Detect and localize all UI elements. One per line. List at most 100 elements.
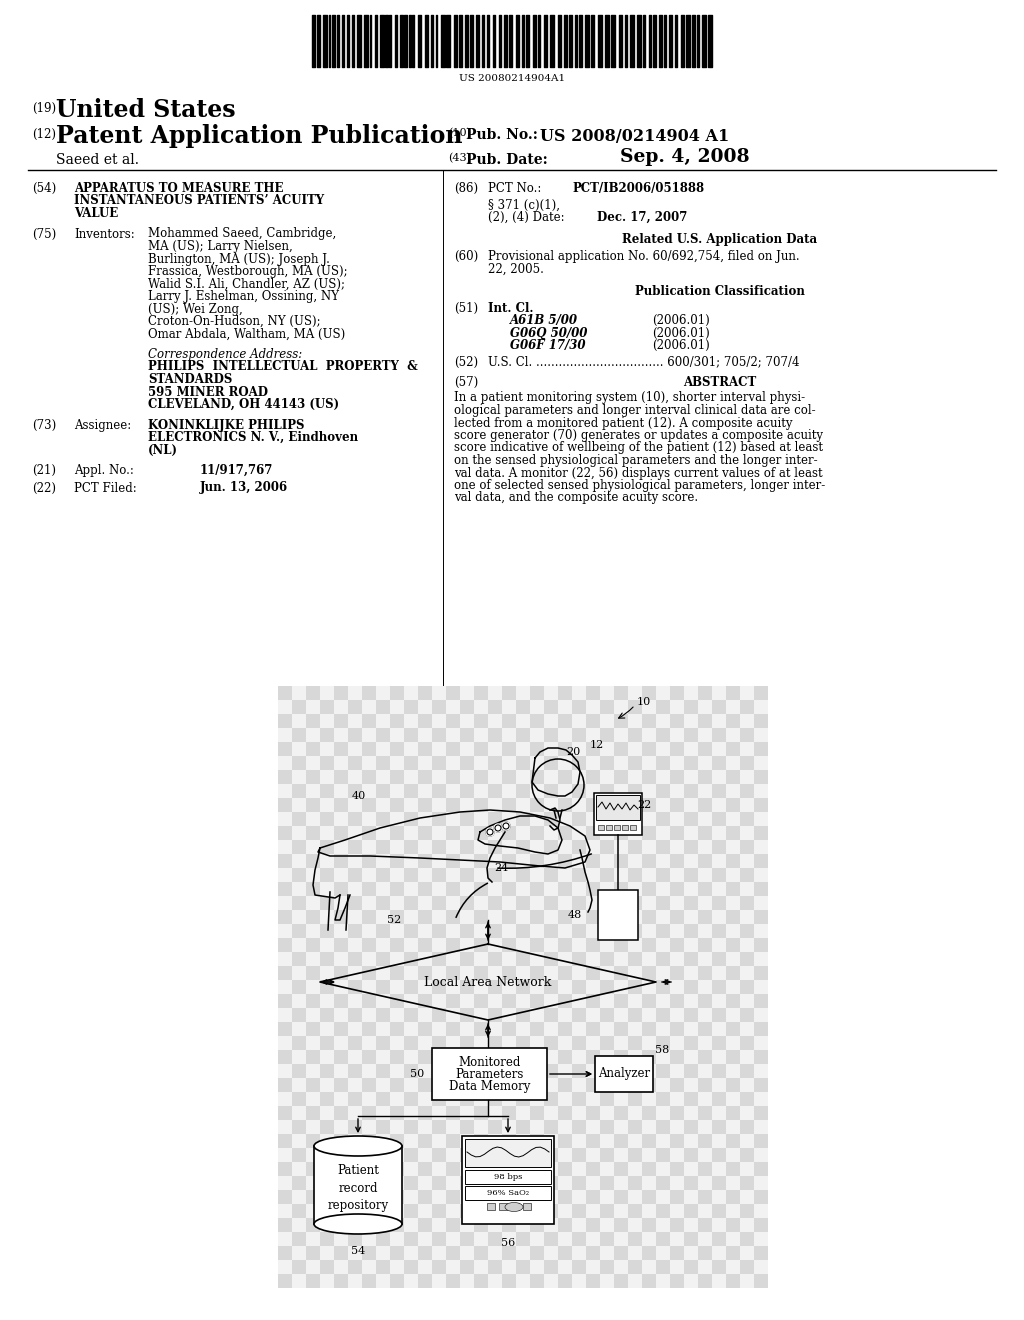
Bar [446, 756, 460, 770]
Bar [586, 714, 600, 729]
Bar [502, 1204, 516, 1218]
Bar [460, 1022, 474, 1036]
Bar [572, 979, 586, 994]
Bar [712, 1134, 726, 1148]
Bar [292, 840, 306, 854]
Bar [502, 799, 516, 812]
Bar [292, 882, 306, 896]
Bar [586, 882, 600, 896]
Bar [726, 742, 740, 756]
Bar [628, 756, 642, 770]
Bar [684, 1232, 698, 1246]
Bar [404, 729, 418, 742]
Bar [278, 896, 292, 909]
Bar [446, 1008, 460, 1022]
Bar [319, 1049, 334, 1064]
Bar [684, 770, 698, 784]
Bar [488, 1246, 502, 1261]
Bar [348, 896, 362, 909]
Bar [390, 1119, 404, 1134]
Bar [684, 784, 698, 799]
Bar [319, 854, 334, 869]
Bar [572, 756, 586, 770]
Bar [418, 924, 432, 939]
Bar [656, 1119, 670, 1134]
Bar [446, 784, 460, 799]
Bar [404, 1204, 418, 1218]
Bar [446, 742, 460, 756]
Bar [712, 812, 726, 826]
Bar [474, 1092, 488, 1106]
Bar [698, 979, 712, 994]
Text: Correspondence Address:: Correspondence Address: [148, 348, 302, 360]
Bar [499, 1203, 507, 1210]
Bar [488, 1191, 502, 1204]
Bar [319, 952, 334, 966]
Bar [712, 729, 726, 742]
Bar [362, 1232, 376, 1246]
Bar [319, 1204, 334, 1218]
Bar [488, 1119, 502, 1134]
Bar [754, 1191, 768, 1204]
Bar [614, 1036, 628, 1049]
Bar [502, 966, 516, 979]
Bar [586, 784, 600, 799]
Bar [432, 1191, 446, 1204]
Bar [278, 1191, 292, 1204]
Bar [670, 1261, 684, 1274]
Bar [502, 1148, 516, 1162]
Bar [502, 854, 516, 869]
Bar [712, 939, 726, 952]
Bar [418, 882, 432, 896]
Bar [362, 1049, 376, 1064]
Bar [488, 1204, 502, 1218]
Bar [614, 756, 628, 770]
Bar [278, 1106, 292, 1119]
Bar [418, 1148, 432, 1162]
Bar [754, 939, 768, 952]
Bar [474, 1148, 488, 1162]
Bar [586, 1092, 600, 1106]
Bar [278, 840, 292, 854]
Bar [628, 1191, 642, 1204]
Bar [754, 1176, 768, 1191]
Bar [628, 1092, 642, 1106]
Bar [460, 1106, 474, 1119]
Bar [319, 979, 334, 994]
Bar [656, 756, 670, 770]
Bar [278, 1008, 292, 1022]
Bar [754, 869, 768, 882]
Bar [530, 1134, 544, 1148]
Bar [319, 1119, 334, 1134]
Bar [726, 1078, 740, 1092]
Bar [558, 729, 572, 742]
Bar [628, 896, 642, 909]
Bar [516, 729, 530, 742]
Bar [278, 812, 292, 826]
Text: Mohammed Saeed, Cambridge,: Mohammed Saeed, Cambridge, [148, 227, 336, 240]
Bar [488, 1064, 502, 1078]
Bar [614, 854, 628, 869]
Bar [432, 700, 446, 714]
Bar [502, 896, 516, 909]
Text: CLEVELAND, OH 44143 (US): CLEVELAND, OH 44143 (US) [148, 399, 339, 411]
Bar [754, 1036, 768, 1049]
Bar [362, 700, 376, 714]
Bar [684, 812, 698, 826]
Bar [712, 1119, 726, 1134]
Text: Frassica, Westborough, MA (US);: Frassica, Westborough, MA (US); [148, 265, 347, 279]
Bar [670, 784, 684, 799]
Bar [376, 714, 390, 729]
Text: Int. Cl.: Int. Cl. [488, 301, 534, 314]
Bar [474, 1246, 488, 1261]
Bar [376, 1008, 390, 1022]
Bar [740, 1092, 754, 1106]
Bar [348, 812, 362, 826]
Bar [404, 869, 418, 882]
Bar [600, 966, 614, 979]
Bar [465, 1170, 551, 1184]
Bar [642, 1134, 656, 1148]
Text: (43): (43) [449, 153, 471, 164]
Bar [376, 1246, 390, 1261]
Bar [474, 1204, 488, 1218]
